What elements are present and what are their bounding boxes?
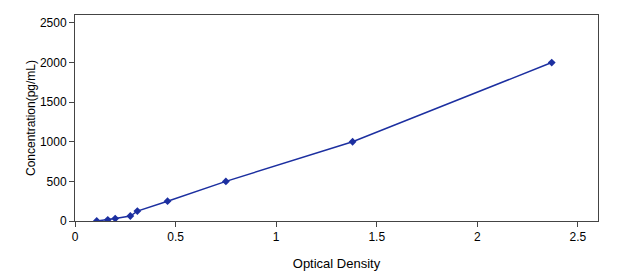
svg-text:0.5: 0.5 bbox=[167, 230, 184, 244]
svg-text:0: 0 bbox=[72, 230, 79, 244]
svg-text:0: 0 bbox=[60, 214, 67, 228]
svg-text:1: 1 bbox=[273, 230, 280, 244]
svg-text:1.5: 1.5 bbox=[368, 230, 385, 244]
svg-text:1000: 1000 bbox=[40, 135, 67, 149]
svg-text:Optical Density: Optical Density bbox=[293, 256, 381, 271]
svg-text:2.5: 2.5 bbox=[570, 230, 587, 244]
svg-text:500: 500 bbox=[47, 175, 67, 189]
svg-text:2500: 2500 bbox=[40, 16, 67, 30]
svg-text:2000: 2000 bbox=[40, 56, 67, 70]
svg-text:Concentration(pg/mL): Concentration(pg/mL) bbox=[24, 60, 38, 176]
svg-text:1500: 1500 bbox=[40, 95, 67, 109]
svg-text:2: 2 bbox=[474, 230, 481, 244]
